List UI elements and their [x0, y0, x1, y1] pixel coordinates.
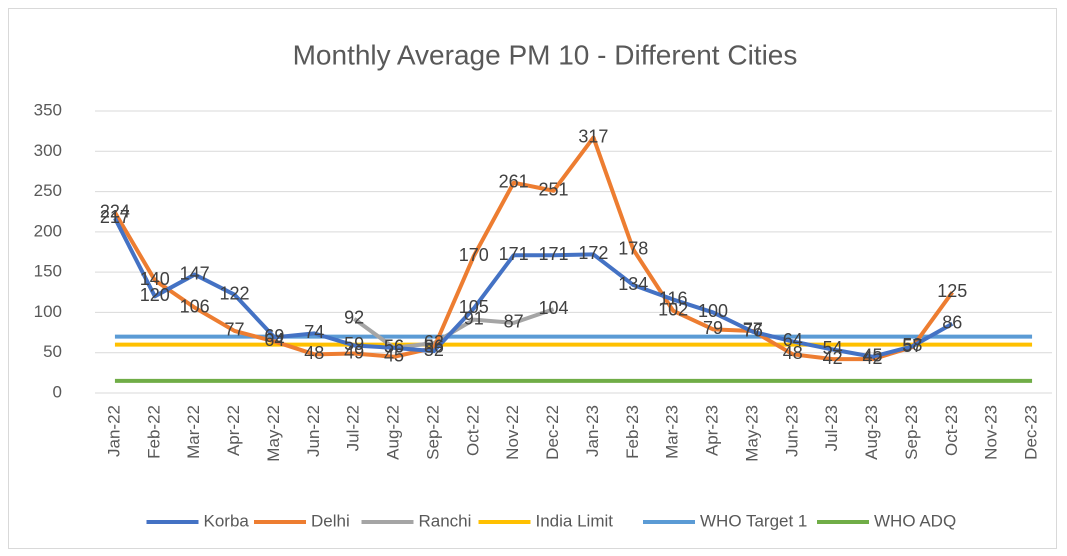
y-tick-label: 0 — [53, 382, 62, 401]
x-tick-label: Aug-23 — [862, 405, 881, 460]
data-label: 224 — [100, 201, 130, 221]
data-label: 91 — [464, 308, 484, 328]
legend-label: Korba — [204, 511, 250, 530]
data-label: 147 — [180, 263, 210, 283]
data-label: 56 — [424, 337, 444, 357]
x-tick-label: Feb-23 — [623, 405, 642, 459]
data-label: 77 — [225, 320, 245, 340]
x-tick-label: Jun-23 — [782, 405, 801, 457]
data-label: 58 — [902, 335, 922, 355]
data-label: 77 — [743, 320, 763, 340]
chart-border — [8, 8, 1057, 549]
data-label: 48 — [783, 343, 803, 363]
data-label: 104 — [539, 298, 569, 318]
data-label: 79 — [703, 318, 723, 338]
data-label: 92 — [344, 308, 364, 328]
data-label: 52 — [424, 340, 444, 360]
x-tick-label: Oct-23 — [942, 405, 961, 456]
x-tick-label: Jan-22 — [104, 405, 123, 457]
data-label: 170 — [459, 245, 489, 265]
data-label: 102 — [658, 300, 688, 320]
data-label: 69 — [264, 326, 284, 346]
data-label: 116 — [659, 288, 688, 308]
data-label: 100 — [698, 301, 728, 321]
x-tick-label: Jul-23 — [822, 405, 841, 451]
data-label: 251 — [539, 180, 569, 200]
x-tick-label: Apr-22 — [224, 405, 243, 456]
data-label: 122 — [220, 283, 250, 303]
data-label: 48 — [304, 343, 324, 363]
data-label: 87 — [504, 312, 524, 332]
data-label: 56 — [384, 337, 404, 357]
data-label: 74 — [304, 322, 324, 342]
data-label: 105 — [459, 297, 489, 317]
data-label: 54 — [823, 338, 843, 358]
x-tick-label: Dec-22 — [543, 405, 562, 460]
data-label: 317 — [578, 126, 608, 146]
data-label: 76 — [743, 321, 763, 341]
data-label: 172 — [578, 243, 608, 263]
x-tick-label: Nov-23 — [982, 405, 1001, 460]
data-label: 45 — [384, 345, 404, 365]
data-label: 261 — [499, 171, 529, 191]
series-line — [113, 217, 954, 359]
data-label: 42 — [823, 348, 843, 368]
data-label: 171 — [539, 244, 569, 264]
legend-label: Delhi — [311, 511, 350, 530]
data-label: 42 — [863, 348, 883, 368]
x-tick-label: May-23 — [742, 405, 761, 462]
data-label: 49 — [344, 342, 364, 362]
x-tick-label: Oct-22 — [463, 405, 482, 456]
x-tick-label: Aug-22 — [384, 405, 403, 460]
legend-label: WHO ADQ — [874, 511, 956, 530]
y-tick-label: 50 — [43, 342, 62, 361]
y-tick-label: 250 — [34, 181, 62, 200]
y-tick-label: 350 — [34, 100, 62, 119]
x-tick-label: Mar-22 — [184, 405, 203, 459]
data-label: 86 — [942, 312, 962, 332]
x-tick-label: Sep-23 — [902, 405, 921, 460]
x-tick-label: May-22 — [264, 405, 283, 462]
data-label: 45 — [863, 345, 883, 365]
data-label: 171 — [499, 244, 529, 264]
data-label: 64 — [783, 330, 803, 350]
legend-label: WHO Target 1 — [700, 511, 807, 530]
y-tick-label: 300 — [34, 141, 62, 160]
x-tick-label: Jul-22 — [344, 405, 363, 451]
legend-label: Ranchi — [419, 511, 472, 530]
data-label: 178 — [618, 238, 648, 258]
data-label: 134 — [618, 274, 648, 294]
chart-title: Monthly Average PM 10 - Different Cities — [293, 39, 798, 70]
data-label: 62 — [424, 332, 444, 352]
series-line — [113, 135, 954, 362]
x-tick-label: Jun-22 — [304, 405, 323, 457]
data-label: 217 — [100, 207, 130, 227]
data-label: 120 — [140, 285, 170, 305]
x-tick-label: Feb-22 — [144, 405, 163, 459]
x-tick-label: Mar-23 — [663, 405, 682, 459]
data-label: 56 — [384, 337, 404, 357]
x-tick-label: Nov-22 — [503, 405, 522, 460]
x-tick-label: Dec-23 — [1022, 405, 1041, 460]
y-tick-label: 100 — [34, 302, 62, 321]
y-tick-label: 200 — [34, 221, 62, 240]
data-label: 64 — [264, 330, 284, 350]
data-label: 125 — [937, 281, 967, 301]
data-label: 59 — [344, 334, 364, 354]
legend-label: India Limit — [536, 511, 614, 530]
data-label: 140 — [140, 269, 170, 289]
x-tick-label: Jan-23 — [583, 405, 602, 457]
data-label: 106 — [180, 296, 210, 316]
x-tick-label: Sep-22 — [423, 405, 442, 460]
data-label: 57 — [902, 336, 922, 356]
y-tick-label: 150 — [34, 262, 62, 281]
x-tick-label: Apr-23 — [703, 405, 722, 456]
